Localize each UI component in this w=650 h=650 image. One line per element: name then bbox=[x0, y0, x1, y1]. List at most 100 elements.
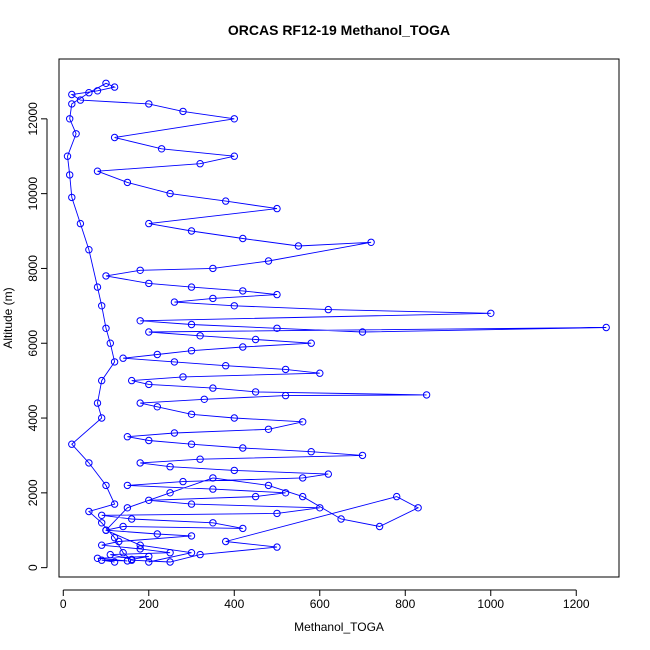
data-point bbox=[251, 388, 260, 396]
data-point bbox=[93, 167, 102, 175]
data-point bbox=[324, 470, 332, 478]
data-point bbox=[102, 324, 110, 332]
y-axis-label: Altitude (m) bbox=[1, 287, 15, 348]
data-point bbox=[166, 189, 174, 198]
data-point bbox=[98, 376, 106, 385]
data-point bbox=[145, 436, 153, 445]
data-point bbox=[307, 339, 315, 347]
data-point bbox=[136, 545, 144, 553]
data-point bbox=[119, 354, 127, 362]
data-point bbox=[136, 399, 144, 407]
data-point bbox=[128, 556, 136, 564]
data-point bbox=[63, 152, 72, 160]
data-point bbox=[602, 323, 610, 332]
data-point bbox=[187, 227, 196, 235]
y-tick-label: 4000 bbox=[26, 404, 40, 431]
data-point bbox=[307, 448, 315, 456]
x-tick-label: 0 bbox=[60, 597, 67, 611]
data-point bbox=[85, 459, 93, 467]
x-tick-label: 1200 bbox=[563, 597, 590, 611]
data-point bbox=[367, 238, 375, 247]
data-point bbox=[123, 557, 132, 565]
data-point bbox=[230, 414, 239, 422]
x-tick-label: 200 bbox=[139, 597, 159, 611]
data-point bbox=[85, 507, 93, 516]
data-point bbox=[153, 530, 162, 538]
data-point bbox=[187, 410, 196, 418]
data-point bbox=[187, 440, 196, 448]
data-point bbox=[196, 550, 204, 559]
data-point bbox=[187, 549, 196, 557]
data-point bbox=[110, 500, 119, 508]
data-point bbox=[85, 246, 93, 254]
data-point bbox=[281, 365, 290, 374]
data-point bbox=[66, 171, 74, 179]
data-point bbox=[375, 522, 384, 531]
data-point bbox=[294, 242, 303, 250]
data-point bbox=[68, 440, 76, 448]
data-point bbox=[264, 425, 273, 433]
data-point bbox=[110, 358, 119, 366]
y-axis: 0 2000 4000 6000 8000 10000 12000 bbox=[26, 102, 48, 571]
data-point bbox=[145, 219, 153, 228]
data-point bbox=[196, 332, 204, 340]
data-point bbox=[209, 485, 217, 493]
data-point bbox=[136, 541, 144, 549]
data-point bbox=[166, 549, 174, 557]
data-point bbox=[230, 302, 239, 310]
data-point bbox=[98, 541, 106, 549]
data-point bbox=[102, 481, 110, 490]
data-point bbox=[393, 492, 401, 501]
y-tick-label: 10000 bbox=[26, 177, 40, 211]
data-point bbox=[68, 100, 76, 108]
data-point bbox=[66, 115, 74, 123]
x-axis: 0 200 400 600 800 1000 1200 bbox=[60, 589, 590, 611]
data-point bbox=[273, 324, 281, 332]
x-tick-label: 600 bbox=[310, 597, 330, 611]
data-point bbox=[209, 474, 217, 482]
y-tick-label: 6000 bbox=[26, 330, 40, 357]
y-tick-label: 12000 bbox=[26, 102, 40, 136]
data-point bbox=[187, 283, 196, 291]
data-point bbox=[487, 309, 495, 317]
data-point bbox=[281, 489, 290, 497]
data-point bbox=[239, 287, 247, 295]
data-point bbox=[200, 395, 209, 403]
data-point bbox=[251, 492, 260, 501]
data-point bbox=[166, 489, 174, 497]
data-point bbox=[76, 219, 85, 228]
data-point bbox=[166, 558, 174, 566]
data-point bbox=[239, 234, 247, 243]
x-tick-label: 400 bbox=[224, 597, 244, 611]
data-point bbox=[110, 534, 119, 542]
data-point bbox=[76, 96, 85, 104]
data-point bbox=[98, 414, 106, 422]
data-point bbox=[316, 369, 324, 377]
data-point bbox=[179, 107, 187, 116]
data-point bbox=[179, 373, 187, 381]
data-point bbox=[110, 133, 119, 142]
series-line bbox=[67, 82, 607, 563]
data-point bbox=[239, 524, 247, 533]
data-point bbox=[93, 399, 102, 407]
data-point bbox=[230, 115, 239, 123]
x-axis-label: Methanol_TOGA bbox=[294, 620, 384, 634]
data-point bbox=[68, 90, 76, 99]
data-point bbox=[170, 298, 179, 306]
data-point bbox=[230, 466, 239, 475]
y-tick-label: 2000 bbox=[26, 479, 40, 506]
data-point bbox=[136, 266, 144, 274]
data-point bbox=[273, 204, 281, 213]
data-point bbox=[273, 509, 281, 518]
data-point bbox=[170, 429, 179, 437]
data-point bbox=[128, 376, 136, 385]
data-point bbox=[128, 515, 136, 523]
data-point bbox=[273, 290, 281, 299]
data-point bbox=[209, 264, 217, 273]
y-tick-label: 8000 bbox=[26, 255, 40, 282]
data-point bbox=[299, 492, 307, 501]
data-point bbox=[136, 317, 144, 325]
data-point bbox=[239, 343, 247, 351]
data-point bbox=[145, 558, 153, 566]
data-point bbox=[85, 89, 93, 97]
